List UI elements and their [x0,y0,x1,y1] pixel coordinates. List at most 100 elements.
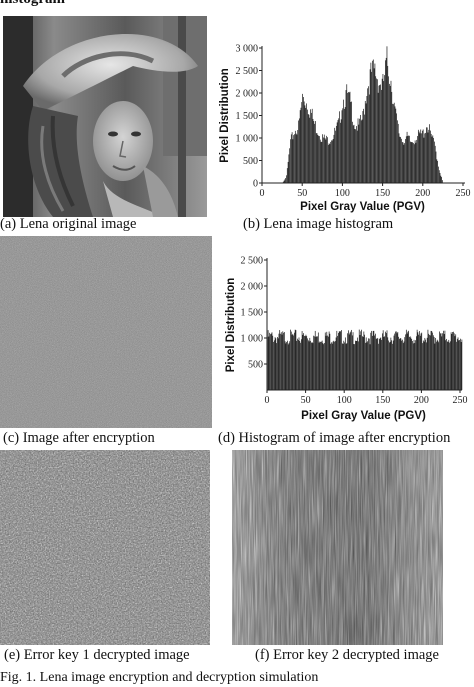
chart0-bar [307,114,309,183]
chart1-bar [370,332,372,390]
chart1-bar [333,340,335,390]
chart1-bar [378,343,379,390]
chart1-bar [452,332,453,390]
chart1-bar [293,335,294,390]
chart0-bar [347,92,348,183]
chart0-bar [403,144,405,183]
chart0-bar [364,100,366,183]
chart1-y-tick-label: 2 500 [241,256,264,267]
chart1-bar [414,343,416,390]
chart0-bar [427,132,429,183]
chart0-bar [350,101,352,183]
chart1-bar [361,329,362,390]
chart1-bar [328,331,330,390]
chart1-bar [443,330,444,390]
chart0-x-tick-label: 50 [297,188,307,199]
chart0-bar [439,172,441,183]
chart0-bar [318,135,319,183]
chart0-bar [348,92,349,183]
chart0-bar [409,141,411,183]
chart1-bar [344,337,346,390]
chart0-bar [415,142,417,183]
chart0-bar [327,144,329,183]
chart1-bar [399,337,401,390]
chart0-bar [353,124,355,183]
chart1-bar [429,334,430,390]
chart1-y-tick-label: 2 000 [241,282,264,293]
chart1-bar [405,329,407,390]
chart1-bar [300,339,302,390]
caption-f: (f) Error key 2 decrypted image [255,647,439,663]
chart1-bar [311,342,313,390]
chart0-bar [303,97,304,183]
chart0-bar [363,108,364,183]
chart0-bar [386,46,388,183]
chart1-bar [347,333,348,390]
chart0-bar [438,170,440,183]
chart0-bar [380,89,382,183]
chart0-bar [327,137,328,183]
chart1-bar [403,341,405,390]
chart0-bar [413,144,415,183]
chart0-bar [332,139,334,183]
chart1-bar [283,332,285,390]
chart1-x-tick-label: 50 [301,395,311,406]
chart1-bar [271,332,273,390]
chart1-bar [317,336,318,390]
chart1-bar [320,341,321,390]
chart0-bar [325,139,327,183]
chart0-bar [298,118,300,183]
chart1-bar [288,343,290,390]
chart1-bar [382,333,383,390]
chart0-bar [372,59,374,183]
chart1-bar [291,334,293,390]
chart1-bar [384,336,386,390]
chart1-bar [273,340,275,390]
chart0-bar [294,134,295,183]
chart1-bar [306,336,308,390]
chart1-bar [296,340,298,390]
chart1-bar [380,337,382,390]
chart1-bar [436,339,438,390]
chart1-bar [305,334,307,390]
chart1-bar [422,343,423,390]
chart1-bar [438,342,440,390]
chart0-bar [394,106,396,183]
chart1-bar [335,337,337,390]
chart0-bar [388,76,389,183]
chart0-bar [422,129,424,183]
chart1-bar [439,331,440,390]
chart1-bar [314,330,316,390]
chart0-y-axis-title: Pixel Distribution [219,68,231,163]
chart1-bar [359,334,361,390]
chart0-bar [405,136,407,183]
chart1-bar [314,336,315,390]
chart0-bar [399,136,401,183]
chart1-bar [400,338,402,390]
chart1-bar [324,332,326,390]
chart0-bar [433,137,434,183]
chart0-bar [410,142,412,183]
chart0-bar [296,134,298,183]
chart0-bar [375,76,377,183]
chart0-bar [400,137,401,183]
chart1-bar [331,342,332,390]
chart1-bar [391,340,392,390]
chart1-bar [337,335,338,390]
chart0-bar [322,134,323,183]
chart1-bar [329,333,331,390]
chart1-bar [394,333,396,390]
chart1-bar [459,340,460,390]
chart1-bar [447,341,449,390]
chart1-bar [270,334,271,390]
chart0-bar [430,133,432,183]
chart1-bar [323,344,325,390]
chart1-bar [350,331,352,390]
chart0-bar [360,120,362,183]
chart1-bar [437,340,439,390]
chart0-bar [384,75,385,183]
chart0-bar [341,110,343,183]
chart0-bar [334,127,336,183]
chart1-bar [334,341,335,390]
chart1-bar [392,343,393,390]
